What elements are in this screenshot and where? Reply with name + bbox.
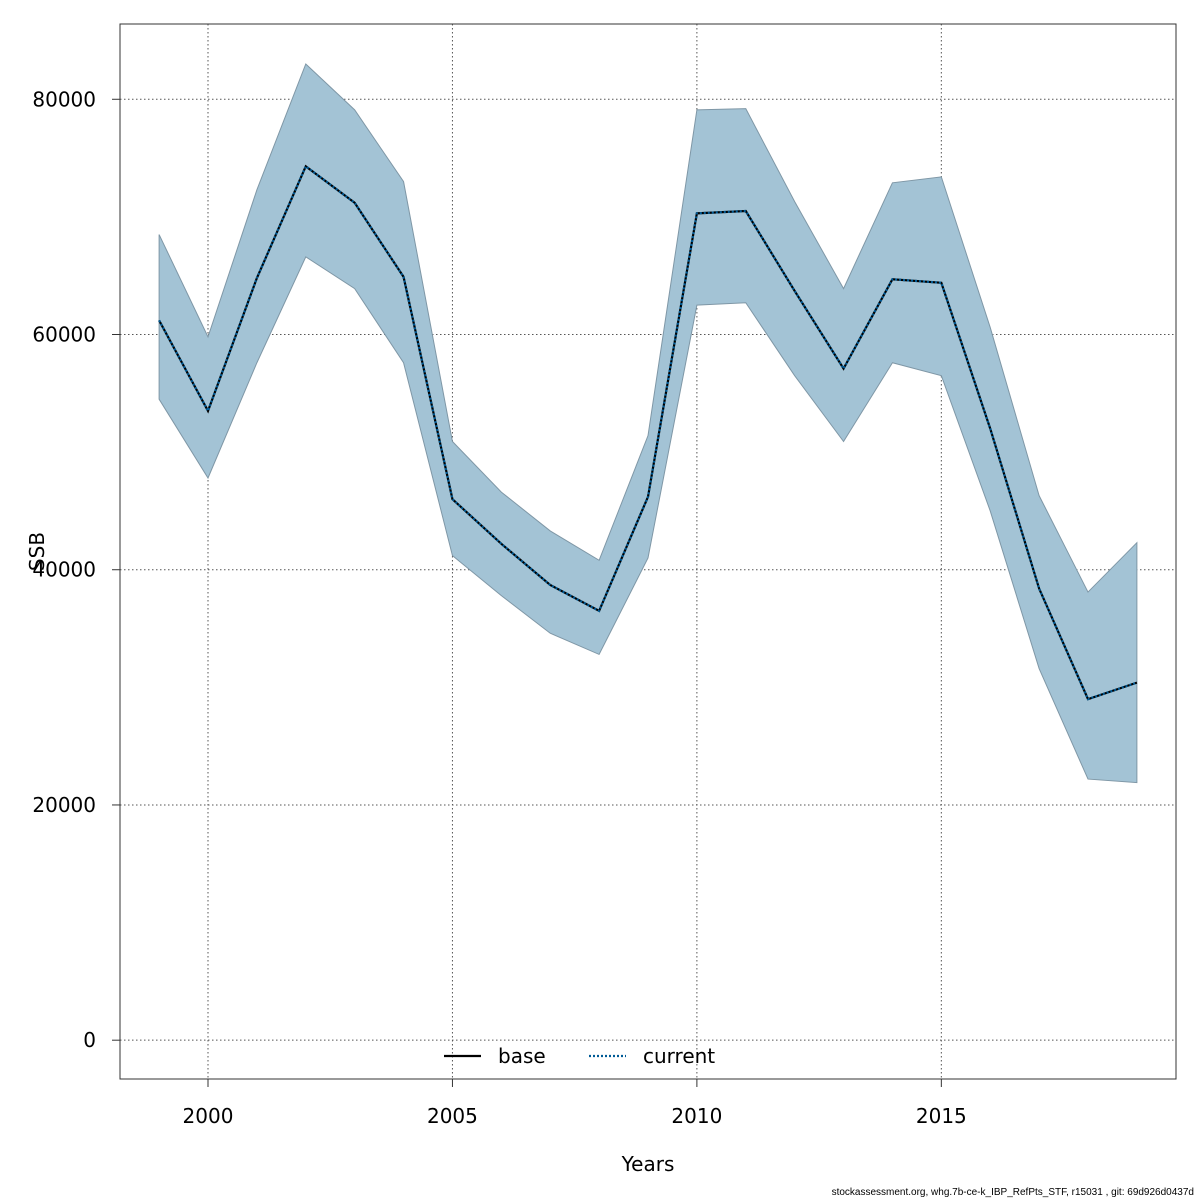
legend-label-current: current: [643, 1044, 715, 1068]
confidence-band-layer: [158, 63, 1138, 784]
x-tick-label-2005: 2005: [427, 1104, 478, 1128]
x-axis-title: Years: [621, 1152, 675, 1176]
x-tick-label-2000: 2000: [183, 1104, 234, 1128]
series-line-layer: [158, 164, 1138, 701]
legend: base current: [444, 1044, 715, 1068]
x-axis: 2000 2005 2010 2015: [183, 1079, 967, 1128]
x-tick-label-2015: 2015: [916, 1104, 967, 1128]
y-tick-label-0: 0: [83, 1028, 96, 1052]
y-tick-label-20000: 20000: [32, 793, 96, 817]
y-tick-label-40000: 40000: [32, 558, 96, 582]
footer-credit: stockassessment.org, whg.7b-ce-k_IBP_Ref…: [831, 1187, 1194, 1198]
grid-layer: [120, 24, 1176, 1079]
y-axis-title: SSB: [25, 532, 49, 571]
y-tick-label-80000: 80000: [32, 87, 96, 111]
plot-frame: [119, 23, 1177, 1080]
legend-label-base: base: [498, 1044, 546, 1068]
y-axis: 0 20000 40000 60000 80000: [32, 87, 120, 1052]
y-tick-label-60000: 60000: [32, 323, 96, 347]
confidence-band: [158, 63, 1138, 784]
x-tick-label-2010: 2010: [671, 1104, 722, 1128]
series-line-current: [158, 164, 1138, 701]
